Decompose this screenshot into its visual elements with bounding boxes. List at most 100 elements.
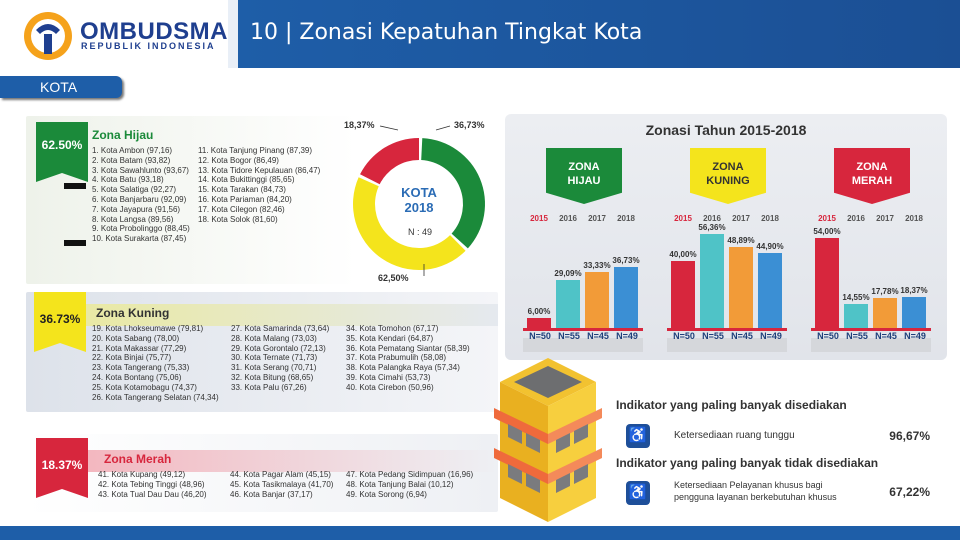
bar-baseline bbox=[811, 328, 931, 331]
zona-kuning-list-1: 19. Kota Lhokseumawe (79,81) 20. Kota Sab… bbox=[92, 324, 219, 402]
zona-hijau-list-2: 11. Kota Tanjung Pinang (87,39) 12. Kota … bbox=[198, 146, 320, 224]
list-item: 40. Kota Cirebon (50,96) bbox=[346, 382, 434, 392]
year-label: 2015 bbox=[818, 214, 836, 223]
indicator-least-text-2: pengguna layanan berkebutuhan khusus bbox=[674, 492, 837, 502]
list-item: 12. Kota Bogor (86,49) bbox=[198, 155, 279, 165]
list-item: 11. Kota Tanjung Pinang (87,39) bbox=[198, 146, 313, 155]
list-item: 5. Kota Salatiga (92,27) bbox=[92, 185, 177, 195]
list-item: 13. Kota Tidore Kepulauan (86,47) bbox=[198, 165, 321, 175]
list-item: 15. Kota Tarakan (84,73) bbox=[198, 185, 286, 195]
group-header-line: ZONA bbox=[712, 161, 744, 173]
donut-svg: KOTA 2018 N : 49 bbox=[352, 125, 485, 276]
year-label: 2016 bbox=[559, 214, 577, 223]
list-item: 41. Kota Kupang (49,12) bbox=[98, 470, 186, 479]
zona-merah-title: Zona Merah bbox=[104, 452, 172, 466]
list-item: 7. Kota Jayapura (91,56) bbox=[92, 204, 181, 214]
donut-chart-kota-2018: KOTA 2018 N : 49 18,37% 36,73% 62,50% bbox=[340, 116, 498, 292]
bar-kuning-2015 bbox=[671, 261, 695, 328]
sample-size-label: N=49 bbox=[760, 331, 782, 341]
zona-kuning-panel: 36.73% Zona Kuning 19. Kota Lhokseumawe … bbox=[26, 292, 498, 412]
donut-center-kota: KOTA bbox=[401, 185, 437, 200]
list-item: 21. Kota Makassar (77,29) bbox=[92, 343, 187, 353]
bar-merah-2016 bbox=[844, 303, 868, 328]
sample-size-label: N=55 bbox=[558, 331, 580, 341]
list-item: 42. Kota Tebing Tinggi (48,96) bbox=[98, 479, 205, 489]
zona-hijau-list-1: 1. Kota Ambon (97,16) 2. Kota Batam (93,8… bbox=[92, 146, 190, 244]
year-label: 2017 bbox=[588, 214, 606, 223]
list-item: 39. Kota Cimahi (53,73) bbox=[346, 372, 431, 382]
redaction-mark bbox=[64, 183, 86, 189]
list-item: 26. Kota Tangerang Selatan (74,34) bbox=[92, 392, 219, 402]
redaction-mark bbox=[64, 240, 86, 246]
list-item: 20. Kota Sabang (78,00) bbox=[92, 333, 180, 343]
list-item: 47. Kota Pedang Sidimpuan (16,96) bbox=[346, 470, 474, 479]
list-item: 30. Kota Ternate (71,73) bbox=[231, 353, 318, 363]
list-item: 46. Kota Banjar (37,17) bbox=[230, 489, 313, 499]
group-header-line: ZONA bbox=[568, 161, 600, 173]
list-item: 36. Kota Pematang Siantar (58,39) bbox=[346, 343, 470, 353]
indicator-most-text: Ketersediaan ruang tunggu bbox=[674, 430, 795, 441]
donut-slice-zona-kuning bbox=[352, 177, 466, 271]
sample-size-label: N=55 bbox=[702, 331, 724, 341]
indicator-least-text-1: Ketersediaan Pelayanan khusus bagi bbox=[674, 480, 823, 490]
list-item: 28. Kota Malang (73,03) bbox=[231, 333, 317, 343]
list-item: 27. Kota Samarinda (73,64) bbox=[231, 324, 330, 333]
list-item: 48. Kota Tanjung Balai (10,12) bbox=[346, 479, 454, 489]
list-item: 14. Kota Bukittinggi (85,65) bbox=[198, 175, 295, 185]
list-item: 29. Kota Gorontalo (72,13) bbox=[231, 343, 326, 353]
group-header-kuning: ZONA KUNING bbox=[690, 148, 766, 204]
bar-hijau-2017 bbox=[585, 272, 609, 328]
bar-merah-2018 bbox=[902, 297, 926, 328]
sample-size-label: N=45 bbox=[875, 331, 897, 341]
list-item: 35. Kota Kendari (64,87) bbox=[346, 333, 434, 343]
bar-value-label: 36,73% bbox=[612, 255, 640, 265]
bar-ground bbox=[811, 338, 931, 352]
waiting-room-icon: ♿ bbox=[626, 424, 650, 448]
zona-hijau-flag: 62.50% bbox=[36, 122, 88, 182]
zona-merah-list-2: 44. Kota Pagar Alam (45,15) 45. Kota Tasi… bbox=[230, 470, 333, 499]
donut-n: N : 49 bbox=[408, 227, 432, 237]
zona-merah-panel: 18.37% Zona Merah 41. Kota Kupang (49,12… bbox=[26, 434, 498, 512]
section-tab-kota[interactable]: KOTA bbox=[0, 76, 122, 98]
building-illustration-icon bbox=[494, 358, 602, 522]
zona-kuning-list-2: 27. Kota Samarinda (73,64) 28. Kota Malan… bbox=[231, 324, 329, 393]
ombudsman-logo-icon bbox=[24, 12, 72, 60]
sample-size-label: N=55 bbox=[846, 331, 868, 341]
leader-line bbox=[435, 125, 451, 131]
zona-hijau-title: Zona Hijau bbox=[92, 128, 154, 142]
list-item: 22. Kota Binjai (75,77) bbox=[92, 353, 172, 363]
year-label: 2015 bbox=[530, 214, 548, 223]
list-item: 9. Kota Probolinggo (88,45) bbox=[92, 224, 190, 234]
donut-label-kuning: 62,50% bbox=[378, 273, 409, 283]
logo-subtitle: REPUBLIK INDONESIA bbox=[81, 41, 216, 51]
list-item: 1. Kota Ambon (97,16) bbox=[92, 146, 173, 155]
title-separator bbox=[228, 0, 238, 68]
group-header-hijau: ZONA HIJAU bbox=[546, 148, 622, 204]
bar-kuning-2017 bbox=[729, 246, 753, 328]
zona-merah-flag: 18.37% bbox=[36, 438, 88, 498]
zona-kuning-flag: 36.73% bbox=[34, 292, 86, 352]
logo: OMBUDSMAN REPUBLIK INDONESIA bbox=[0, 0, 245, 68]
list-item: 34. Kota Tomohon (67,17) bbox=[346, 324, 439, 333]
zonasi-chart-panel: Zonasi Tahun 2015-2018 ZONA HIJAU 2015 6,00… bbox=[505, 114, 947, 360]
list-item: 18. Kota Solok (81,60) bbox=[198, 214, 278, 224]
bar-merah-2015 bbox=[815, 238, 839, 328]
year-label: 2017 bbox=[876, 214, 894, 223]
year-label: 2018 bbox=[905, 214, 923, 223]
list-item: 45. Kota Tasikmalaya (41,70) bbox=[230, 479, 334, 489]
logo-name: OMBUDSMAN bbox=[80, 18, 246, 45]
year-label: 2018 bbox=[761, 214, 779, 223]
list-item: 44. Kota Pagar Alam (45,15) bbox=[230, 470, 331, 479]
group-header-merah: ZONA MERAH bbox=[834, 148, 910, 204]
list-item: 2. Kota Batam (93,82) bbox=[92, 155, 171, 165]
donut-label-merah: 18,37% bbox=[344, 120, 375, 130]
donut-slice-zona-hijau bbox=[421, 138, 485, 249]
bar-hijau-2015 bbox=[527, 318, 551, 328]
bar-baseline bbox=[523, 328, 643, 331]
sample-size-label: N=50 bbox=[529, 331, 551, 341]
list-item: 32. Kota Bitung (68,65) bbox=[231, 372, 314, 382]
bar-group-kuning: ZONA KUNING 2015 40,00% N=50 2016 56,36% N=55 20… bbox=[667, 148, 787, 356]
sample-size-label: N=50 bbox=[817, 331, 839, 341]
zona-merah-list-1: 41. Kota Kupang (49,12) 42. Kota Tebing T… bbox=[98, 470, 207, 499]
wheelchair-icon: ♿ bbox=[626, 481, 650, 505]
